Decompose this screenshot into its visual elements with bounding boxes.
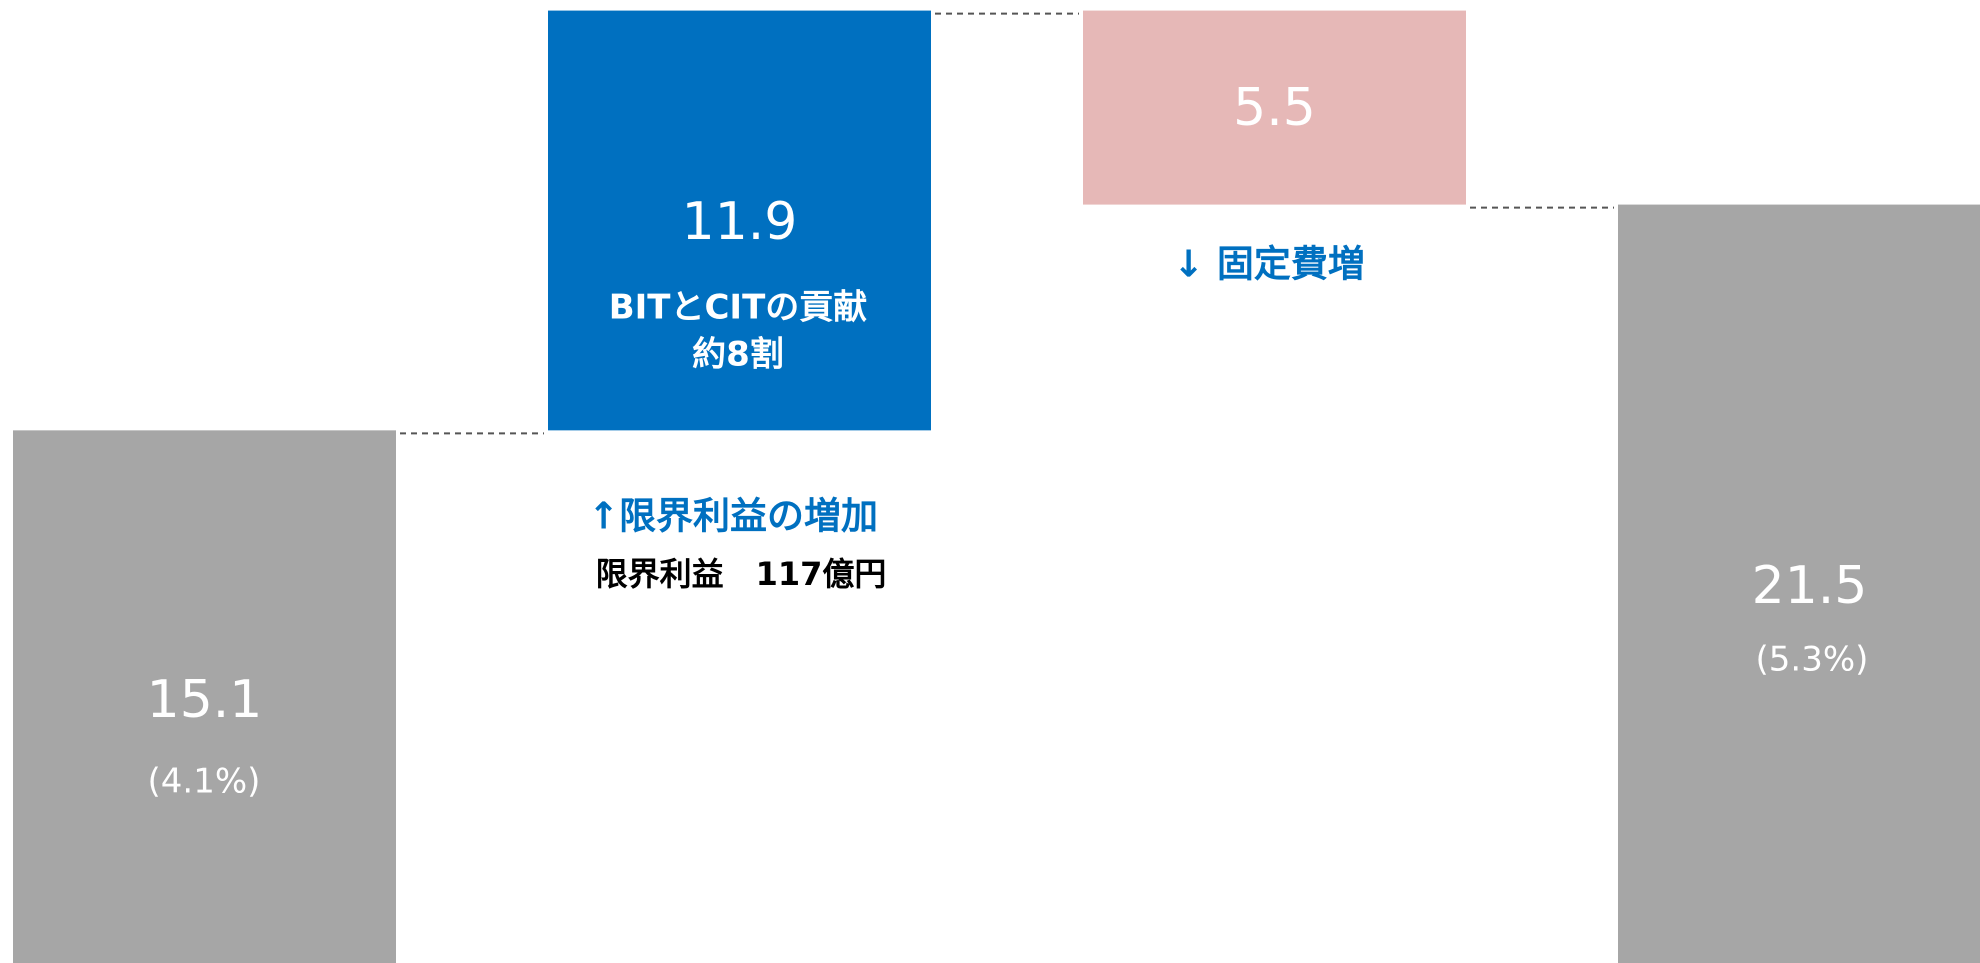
margin-detail: 限界利益 117億円 [596,555,887,593]
value-label: 5.5 [1233,78,1316,138]
bar [1618,204,1980,963]
value-label: 21.5 [1752,556,1868,616]
value-label: 11.9 [682,192,798,252]
bar [548,10,931,431]
end-share: (5.3%) [1756,640,1869,680]
bar [1083,10,1466,205]
bars [13,10,1980,963]
fixed-cost-label: ↓ 固定費増 [1173,243,1365,286]
margin-label: ↑限界利益の増加 [588,495,878,538]
bar [13,430,396,963]
contribution-line: 約8割 [692,335,784,375]
contribution-line: BITとCITの貢献 [609,288,868,328]
value-label: 15.1 [147,670,263,730]
start-share: (4.1%) [148,762,261,802]
